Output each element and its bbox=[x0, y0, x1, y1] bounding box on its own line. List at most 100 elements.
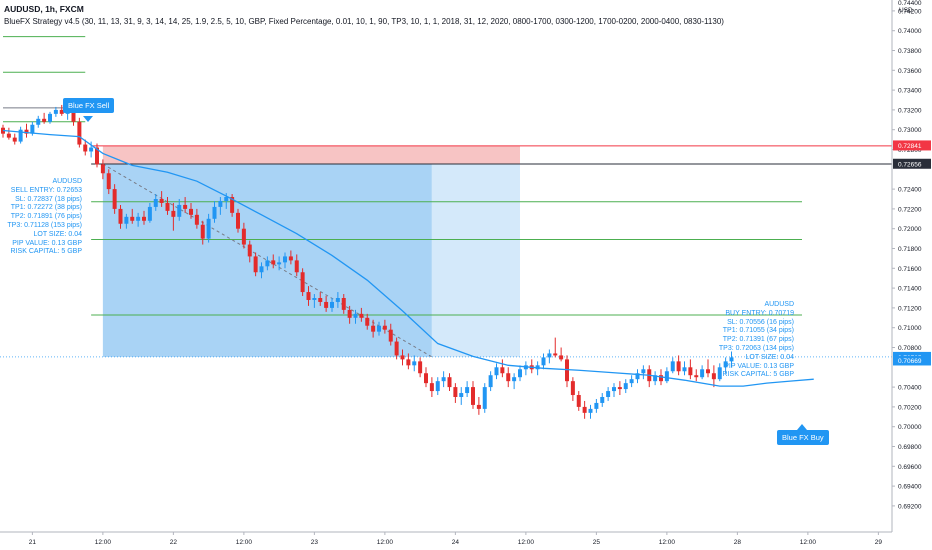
candle bbox=[59, 104, 64, 116]
candle bbox=[459, 387, 464, 405]
price-tick-label: 0.69600 bbox=[898, 464, 922, 471]
candle bbox=[482, 383, 487, 413]
candle bbox=[676, 355, 681, 376]
candle-body bbox=[112, 189, 117, 209]
candle bbox=[518, 365, 522, 382]
candle-body bbox=[53, 109, 58, 114]
candle bbox=[365, 313, 370, 330]
candle-body bbox=[341, 298, 346, 310]
candle bbox=[447, 373, 452, 392]
price-label: 0.70669 bbox=[898, 358, 922, 365]
time-tick-label: 21 bbox=[29, 539, 37, 546]
candle-body bbox=[441, 377, 446, 382]
candle bbox=[200, 220, 205, 245]
candle bbox=[189, 202, 193, 219]
time-tick-label: 28 bbox=[734, 539, 742, 546]
candle bbox=[547, 349, 552, 364]
candle bbox=[418, 357, 423, 378]
sell-info-line: LOT SIZE: 0.04 bbox=[33, 230, 82, 238]
candle-body bbox=[365, 317, 370, 326]
price-tick-label: 0.72400 bbox=[898, 187, 922, 194]
currency-label: USD bbox=[899, 7, 913, 14]
candle-body bbox=[500, 367, 505, 374]
candle-body bbox=[124, 216, 129, 224]
candle bbox=[600, 393, 605, 407]
candle bbox=[594, 398, 599, 413]
buy-info-line: AUDUSD bbox=[764, 301, 794, 308]
buy-signal-arrow-icon bbox=[797, 424, 807, 430]
candle-body bbox=[623, 383, 628, 390]
price-axis-background bbox=[892, 0, 932, 550]
candle bbox=[512, 373, 517, 390]
candle bbox=[541, 353, 546, 370]
sell-trade-info: AUDUSD SELL ENTRY: 0.72653 SL: 0.72837 (… bbox=[7, 178, 82, 257]
candle-body bbox=[189, 208, 193, 215]
price-tick-label: 0.69800 bbox=[898, 444, 922, 451]
candle-body bbox=[95, 147, 99, 165]
candle-body bbox=[335, 298, 340, 302]
candle-body bbox=[48, 113, 52, 122]
candle bbox=[294, 254, 299, 277]
candle bbox=[523, 361, 528, 376]
candle bbox=[112, 184, 117, 214]
time-tick-label: 29 bbox=[875, 539, 883, 546]
candle bbox=[465, 381, 470, 397]
candle bbox=[218, 197, 223, 215]
price-tick-label: 0.70000 bbox=[898, 424, 922, 431]
candle-body bbox=[130, 216, 135, 221]
candle bbox=[488, 371, 493, 392]
candle-body bbox=[306, 292, 311, 300]
candle bbox=[53, 106, 58, 117]
price-label-box bbox=[893, 158, 931, 169]
candle bbox=[118, 204, 123, 229]
candle-body bbox=[194, 214, 199, 225]
candle bbox=[559, 347, 564, 362]
candle bbox=[582, 400, 587, 419]
candle-body bbox=[476, 404, 481, 409]
price-tick-label: 0.73400 bbox=[898, 88, 922, 95]
price-tick-label: 0.73600 bbox=[898, 68, 922, 75]
candle-body bbox=[224, 197, 229, 201]
price-label-box bbox=[893, 355, 931, 366]
candle-body bbox=[659, 375, 663, 382]
candle-body bbox=[59, 109, 64, 114]
price-tick-label: 0.69400 bbox=[898, 484, 922, 491]
candle-body bbox=[142, 216, 146, 221]
buy-trade-info: AUDUSD BUY ENTRY: 0.70719 SL: 0.70556 (1… bbox=[719, 301, 794, 380]
candle bbox=[670, 357, 675, 374]
price-tick-label: 0.74400 bbox=[898, 0, 922, 7]
candle bbox=[347, 305, 352, 324]
candle bbox=[471, 381, 475, 409]
candle-body bbox=[394, 341, 399, 356]
candle bbox=[588, 404, 593, 419]
candle bbox=[212, 200, 217, 223]
candle bbox=[136, 212, 141, 227]
candle-body bbox=[136, 216, 141, 221]
sell-info-line: SELL ENTRY: 0.72653 bbox=[10, 186, 82, 194]
candle bbox=[441, 371, 446, 388]
time-tick-label: 22 bbox=[170, 539, 178, 546]
candle-body bbox=[147, 206, 152, 221]
candle-body bbox=[265, 260, 270, 267]
candle-body bbox=[406, 359, 411, 366]
candle bbox=[494, 363, 499, 380]
candle-body bbox=[312, 298, 317, 300]
candle bbox=[147, 202, 152, 223]
candle-body bbox=[300, 272, 305, 293]
candle-body bbox=[553, 353, 558, 356]
candle-body bbox=[165, 202, 170, 211]
candle-body bbox=[259, 266, 264, 273]
candle bbox=[394, 337, 399, 360]
candle bbox=[306, 286, 311, 306]
candle bbox=[300, 268, 305, 297]
candle-body bbox=[6, 133, 11, 138]
candle bbox=[576, 391, 581, 411]
candle-body bbox=[241, 228, 246, 245]
candle bbox=[682, 361, 687, 376]
candle-body bbox=[106, 173, 111, 190]
sell-info-line: SL: 0.72837 (18 pips) bbox=[15, 195, 82, 203]
candle-body bbox=[594, 402, 599, 409]
candle-body bbox=[212, 206, 217, 219]
candle bbox=[506, 367, 511, 388]
